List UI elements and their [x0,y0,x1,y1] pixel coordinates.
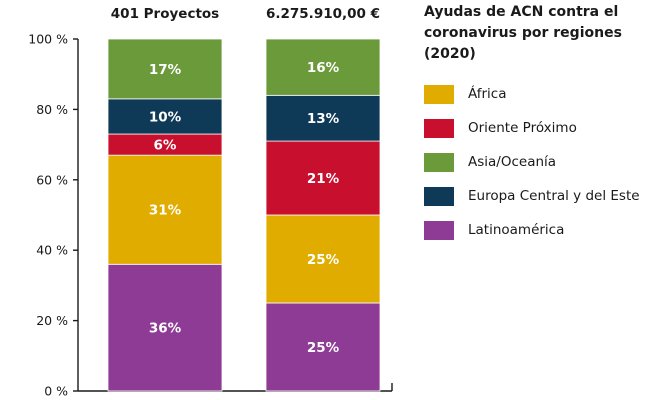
bars: 36% 31% 6% 10% 17% 25% 25% 21% 13% 16% [107,38,381,392]
segment-label: 10% [149,109,182,125]
segment-label: 21% [307,171,340,187]
legend-title: Ayudas de ACN contra el coronavirus por … [424,4,622,62]
bar-segment [265,214,381,304]
legend-items: África Oriente Próximo Asia/Oceanía Europa … [424,77,664,247]
y-tick-label: 20 % [36,313,68,328]
legend-label: Oriente Próximo [468,120,577,136]
category-label: 401 Proyectos [111,6,219,22]
segment-label: 36% [149,321,182,337]
legend-swatch [424,220,454,240]
legend-item: Latinoamérica [424,213,664,247]
segment-label: 16% [307,60,340,76]
segment-label: 6% [154,138,177,154]
bar-headers: 401 Proyectos 6.275.910,00 € [111,6,380,22]
legend-swatch [424,186,454,206]
bar-segment [107,38,223,100]
bar-segment [265,94,381,142]
segment-label: 31% [149,203,182,219]
bar-segment [265,302,381,392]
legend-item: Oriente Próximo [424,111,664,145]
category-label: 6.275.910,00 € [266,6,380,22]
legend: Ayudas de ACN contra el coronavirus por … [424,2,664,247]
y-tick-label: 100 % [28,32,68,47]
y-tick-label: 40 % [36,243,68,258]
bar-segment [265,140,381,216]
y-tick-label: 60 % [36,172,68,187]
segment-label: 13% [307,111,340,127]
segment-label: 25% [307,252,340,268]
legend-label: Europa Central y del Este [468,188,640,204]
y-axis: 0 % 20 % 40 % 60 % 80 % 100 % [28,32,393,399]
legend-item: Asia/Oceanía [424,145,664,179]
legend-label: África [468,86,507,102]
legend-swatch [424,84,454,104]
legend-label: Latinoamérica [468,222,565,238]
legend-swatch [424,118,454,138]
segment-label: 17% [149,62,182,78]
legend-swatch [424,152,454,172]
legend-item: África [424,77,664,111]
y-tick-label: 0 % [44,384,68,399]
legend-item: Europa Central y del Este [424,179,664,213]
bar-segment [265,38,381,96]
y-tick-label: 80 % [36,102,68,117]
bar-segment [107,98,223,135]
segment-label: 25% [307,340,340,356]
legend-label: Asia/Oceanía [468,154,557,170]
